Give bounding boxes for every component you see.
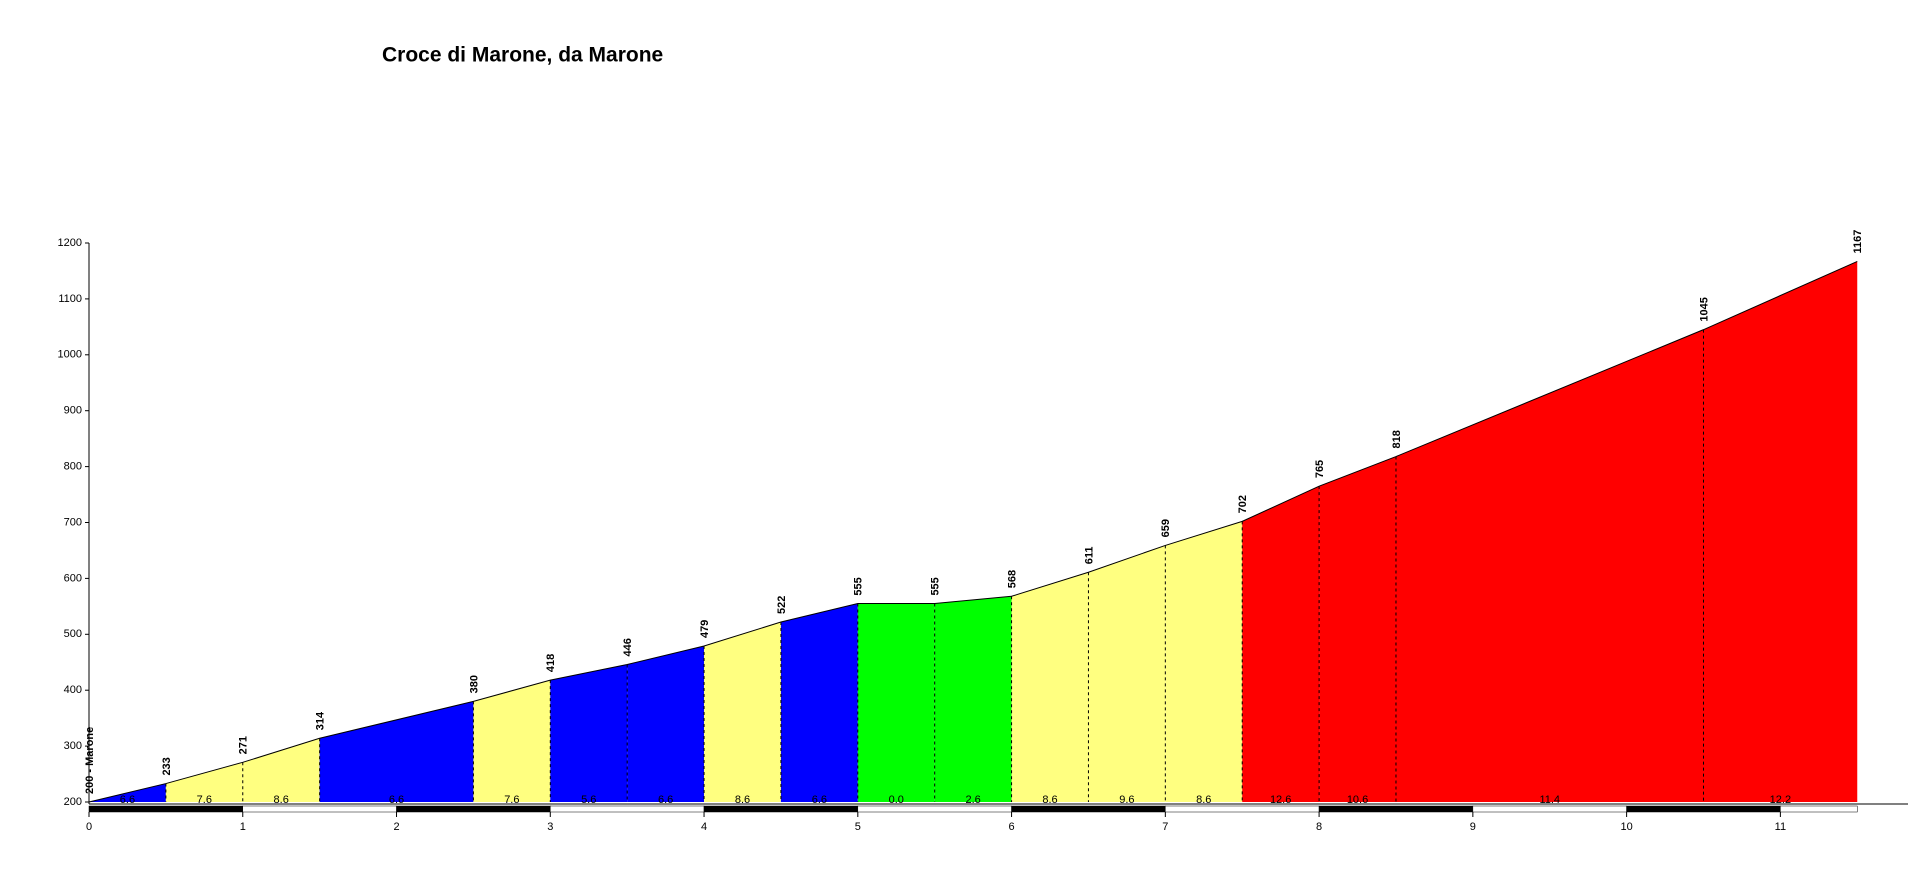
km-strip — [1626, 805, 1781, 813]
profile-line — [88, 260, 1858, 803]
elevation-label: 418 — [545, 654, 557, 672]
elevation-label: 522 — [776, 596, 788, 614]
gradient-label: 12.6 — [1270, 794, 1291, 806]
elevation-label: 1167 — [1852, 230, 1864, 254]
chart-title: Croce di Marone, da Marone — [382, 44, 663, 67]
segment — [780, 603, 858, 802]
y-tick-label: 600 — [64, 572, 82, 584]
segment — [857, 603, 935, 802]
y-tick-label: 1000 — [58, 349, 82, 361]
x-tick-label: 3 — [547, 821, 553, 833]
gradient-label: 8.6 — [735, 794, 750, 806]
segment — [1088, 545, 1166, 802]
gradient-label: 11.4 — [1539, 794, 1560, 806]
km-strip — [550, 805, 705, 813]
segment — [550, 664, 628, 802]
km-strip — [703, 805, 859, 813]
gradient-label: 0.0 — [889, 794, 904, 806]
x-tick-label: 6 — [1009, 821, 1015, 833]
y-tick-label: 800 — [64, 461, 82, 473]
elevation-label: 233 — [161, 757, 173, 775]
elevation-label: 818 — [1391, 430, 1403, 448]
x-tick-label: 10 — [1620, 821, 1632, 833]
elevation-label: 314 — [315, 711, 327, 730]
elevation-label: 271 — [238, 736, 250, 754]
segment — [1011, 572, 1089, 802]
gradient-label: 6.6 — [120, 794, 135, 806]
elevation-label: 568 — [1006, 570, 1018, 588]
gradient-label: 8.6 — [1196, 794, 1211, 806]
x-tick-label: 0 — [86, 821, 92, 833]
km-strip — [1318, 805, 1474, 813]
y-tick-label: 500 — [64, 628, 82, 640]
gradient-label: 6.6 — [812, 794, 827, 806]
x-tick-label: 1 — [240, 821, 246, 833]
km-strip — [1780, 805, 1858, 813]
segment — [704, 622, 781, 802]
elevation-label: 380 — [468, 675, 480, 693]
segment — [1395, 329, 1704, 802]
gradient-label: 2.6 — [965, 794, 980, 806]
elevation-label: 765 — [1314, 460, 1326, 478]
elevation-label: 611 — [1083, 547, 1095, 565]
km-strip — [857, 805, 1012, 813]
y-tick-label: 400 — [64, 684, 82, 696]
segment — [242, 738, 320, 802]
segment — [165, 762, 243, 802]
elevation-label: 555 — [853, 577, 865, 595]
gradient-label: 8.6 — [274, 794, 289, 806]
gradient-label: 9.6 — [1119, 794, 1134, 806]
segment — [473, 680, 551, 802]
elevation-label: 479 — [699, 620, 711, 638]
segment — [934, 596, 1012, 802]
km-strip — [242, 805, 397, 813]
y-tick-label: 700 — [64, 516, 82, 528]
gradient-label: 12.2 — [1770, 794, 1791, 806]
km-strip — [88, 805, 244, 813]
gradient-label: 7.6 — [504, 794, 519, 806]
km-strip — [1165, 805, 1320, 813]
gradient-label: 6.6 — [389, 794, 404, 806]
x-tick-label: 9 — [1470, 821, 1476, 833]
y-tick-label: 300 — [64, 740, 82, 752]
gradient-label: 5.6 — [581, 794, 596, 806]
segment — [319, 701, 474, 802]
x-tick-label: 2 — [393, 821, 399, 833]
elevation-label: 200 - Marone — [84, 727, 96, 794]
elevation-label: 555 — [930, 577, 942, 595]
x-tick-label: 11 — [1775, 821, 1786, 833]
km-strip — [1472, 805, 1627, 813]
x-tick-label: 7 — [1162, 821, 1168, 833]
y-tick-label: 1100 — [58, 293, 82, 305]
elevation-label: 702 — [1237, 495, 1249, 513]
elevation-label: 659 — [1160, 519, 1172, 537]
elevation-label: 446 — [622, 638, 634, 656]
segment — [1242, 486, 1320, 802]
y-tick-label: 200 — [64, 796, 82, 808]
km-strip — [1011, 805, 1166, 813]
km-strip — [396, 805, 551, 813]
x-tick-label: 5 — [855, 821, 861, 833]
y-tick-label: 900 — [64, 405, 82, 417]
x-tick-label: 4 — [701, 821, 707, 833]
elevation-label: 1045 — [1698, 297, 1710, 321]
y-tick-label: 1200 — [58, 237, 82, 249]
x-tick-label: 8 — [1316, 821, 1322, 833]
gradient-label: 6.6 — [658, 794, 673, 806]
gradient-label: 10.6 — [1347, 794, 1368, 806]
segment — [627, 646, 705, 802]
segment — [1319, 456, 1396, 802]
segment — [1703, 261, 1858, 802]
gradient-label: 7.6 — [197, 794, 212, 806]
gradient-label: 8.6 — [1042, 794, 1057, 806]
segment — [1165, 521, 1243, 802]
